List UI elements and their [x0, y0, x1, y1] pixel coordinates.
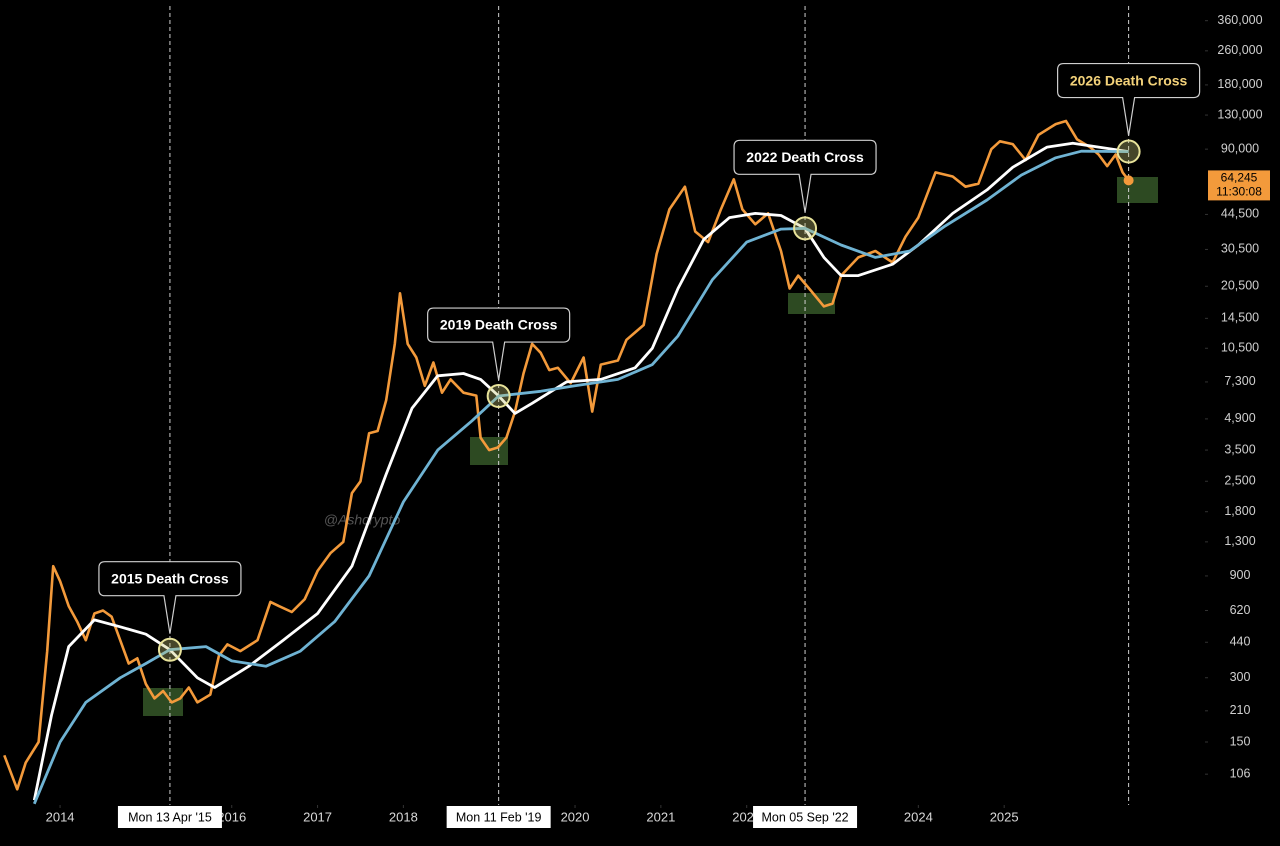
price-tag: [1208, 170, 1270, 201]
last-price-dot: [1123, 175, 1134, 186]
callout-label: 2022 Death Cross: [746, 149, 864, 165]
date-label-box: [117, 806, 222, 828]
y-tick-label: 7,300: [1224, 374, 1255, 388]
date-label-box: [446, 806, 551, 828]
price-countdown: 11:30:08: [1216, 185, 1262, 199]
cross-marker: [793, 216, 818, 241]
y-tick-label: 2,500: [1224, 474, 1255, 488]
y-tick-label: 150: [1230, 734, 1251, 748]
series-line: [3, 119, 1130, 791]
x-tick-label: 2017: [303, 809, 332, 824]
cross-marker: [486, 384, 511, 409]
date-label: Mon 11 Feb '19: [456, 810, 542, 824]
x-tick-label: 2014: [46, 809, 75, 824]
date-label: Mon 13 Apr '15: [128, 810, 212, 824]
y-tick-label: 106: [1230, 766, 1251, 780]
callout: 2026 Death Cross: [1057, 62, 1201, 136]
price-tag-label: 64,245: [1221, 171, 1258, 185]
x-tick-label: 2024: [904, 809, 933, 824]
callout-label: 2015 Death Cross: [111, 570, 229, 586]
highlight-box: [788, 293, 835, 314]
date-label-box: [753, 806, 858, 828]
series-line: [33, 149, 1129, 805]
x-tick-label: 2018: [389, 809, 418, 824]
y-tick-label: 3,500: [1224, 442, 1255, 456]
y-tick-label: 90,000: [1221, 141, 1259, 155]
cross-marker: [157, 637, 182, 662]
date-label: Mon 05 Sep '22: [761, 810, 848, 824]
y-tick-label: 1,300: [1224, 534, 1255, 548]
y-tick-label: 14,500: [1221, 311, 1259, 325]
callout-label: 2026 Death Cross: [1070, 72, 1188, 88]
x-tick-label: 2016: [217, 809, 246, 824]
callout-box: [1057, 62, 1201, 136]
y-tick-label: 900: [1230, 568, 1251, 582]
watermark: @Ashcrypto: [324, 512, 401, 528]
y-tick-label: 10,500: [1221, 341, 1259, 355]
y-tick-label: 620: [1230, 603, 1251, 617]
y-tick-label: 44,500: [1221, 207, 1259, 221]
cross-marker: [1116, 139, 1141, 164]
callout: 2019 Death Cross: [427, 307, 571, 381]
callout-label: 2019 Death Cross: [440, 317, 558, 333]
series-line: [32, 141, 1129, 801]
callout: 2015 Death Cross: [98, 561, 242, 634]
y-tick-label: 20,500: [1221, 279, 1259, 293]
x-tick-label: 2025: [990, 809, 1019, 824]
callout-box: [733, 139, 877, 213]
y-tick-label: 130,000: [1217, 107, 1262, 121]
x-tick-label: 2020: [561, 809, 590, 824]
x-tick-label: 2021: [646, 809, 675, 824]
y-tick-label: 30,500: [1221, 242, 1259, 256]
y-tick-label: 210: [1230, 703, 1251, 717]
y-tick-label: 300: [1230, 670, 1251, 684]
y-tick-label: 260,000: [1217, 43, 1262, 57]
highlight-box: [1117, 177, 1158, 203]
callout-box: [427, 307, 571, 381]
y-tick-label: 440: [1230, 635, 1251, 649]
y-tick-label: 1,800: [1224, 504, 1255, 518]
y-tick-label: 180,000: [1217, 77, 1262, 91]
y-tick-label: 4,900: [1224, 411, 1255, 425]
y-tick-label: 360,000: [1217, 13, 1262, 27]
callout-box: [98, 561, 242, 634]
callout: 2022 Death Cross: [733, 139, 877, 213]
